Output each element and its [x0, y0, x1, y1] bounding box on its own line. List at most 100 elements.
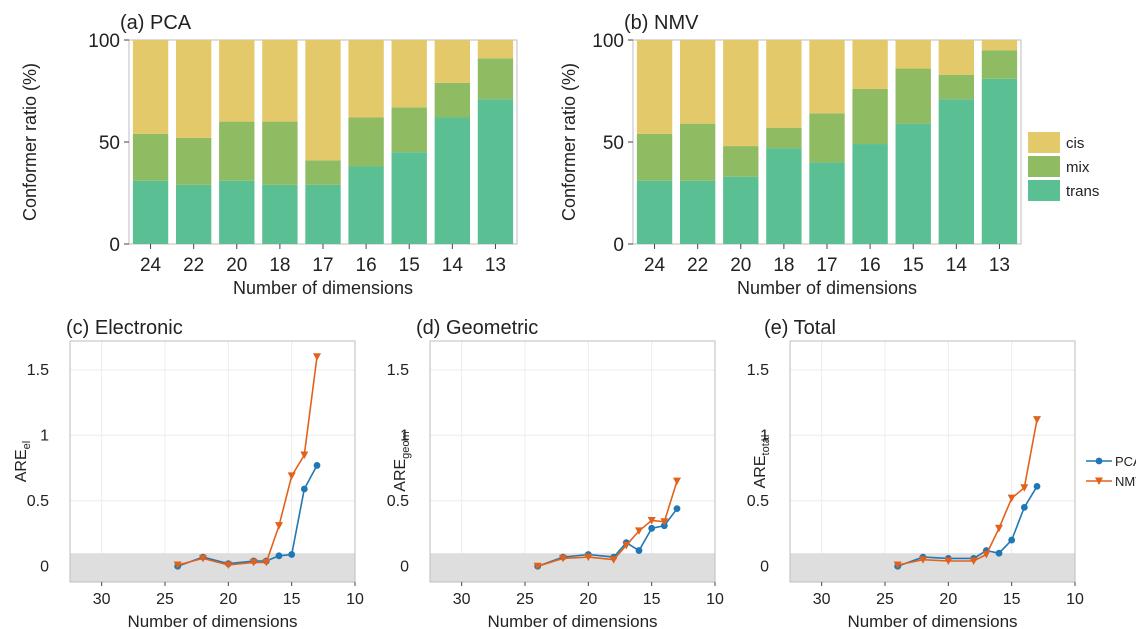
- bar-mix-18: [766, 127, 802, 149]
- bar-mix-15: [895, 68, 931, 124]
- x-tick-label: 10: [1066, 591, 1084, 608]
- point-NMV-14: [300, 451, 309, 459]
- x-tick-label: 10: [706, 591, 724, 608]
- point-PCA-14: [300, 485, 308, 493]
- point-NMV-24: [893, 561, 902, 569]
- bar-cis-13: [981, 40, 1018, 51]
- x-axis-label: Number of dimensions: [737, 278, 917, 298]
- x-tick-label: 20: [939, 591, 957, 608]
- x-tick-label: 20: [226, 255, 247, 276]
- bar-panel-b: (b) NMV 0 50 100 Conformer ratio (%) 24 22 20 18…: [559, 12, 1022, 298]
- point-NMV-20: [584, 553, 593, 562]
- x-tick-label: 30: [453, 591, 471, 608]
- legend-label-NMV: NMV: [1115, 474, 1136, 489]
- panel-title: (e) Total: [764, 317, 836, 339]
- x-tick-label: 15: [1003, 591, 1021, 608]
- x-tick-label: 15: [643, 591, 661, 608]
- bar-mix-14: [434, 82, 471, 118]
- plot-frame: [429, 340, 716, 583]
- x-axis-label: Number of dimensions: [127, 612, 297, 629]
- point-NMV-13: [673, 477, 681, 486]
- x-tick-label: 15: [399, 255, 420, 276]
- x-tick-label: 30: [93, 591, 111, 608]
- panel-title: (b) NMV: [624, 12, 699, 34]
- y-tick-label: 0.5: [387, 493, 409, 510]
- bar-mix-14: [938, 74, 975, 100]
- bar-trans-22: [175, 184, 212, 244]
- bar-mix-18: [262, 121, 298, 185]
- point-NMV-22: [559, 554, 567, 563]
- bar-trans-15: [895, 123, 931, 244]
- bar-cis-16: [852, 40, 888, 89]
- y-axis-label-base: ARE: [752, 455, 769, 488]
- y-tick-label: 0.5: [27, 493, 49, 510]
- point-PCA-13: [1033, 482, 1041, 490]
- bar-trans-13: [981, 78, 1018, 244]
- bar-mix-22: [679, 123, 716, 181]
- y-axis-label-base: ARE: [13, 449, 30, 482]
- legend-label-cis: cis: [1066, 135, 1084, 152]
- point-NMV-14: [1020, 484, 1029, 492]
- point-NMV-17: [622, 541, 631, 550]
- plot-frame: [69, 340, 356, 583]
- point-PCA-13: [313, 462, 321, 469]
- y-tick-label: 50: [603, 133, 624, 154]
- bar-trans-24: [636, 180, 673, 244]
- bar-cis-24: [132, 40, 169, 134]
- bar-cis-18: [766, 40, 802, 128]
- x-tick-label: 20: [219, 591, 237, 608]
- x-tick-label: 24: [140, 255, 162, 276]
- y-tick-label: 0.5: [747, 493, 769, 510]
- legend-label-PCA: PCA: [1115, 454, 1136, 469]
- x-tick-label: 17: [312, 255, 333, 276]
- bar-cis-15: [391, 40, 427, 108]
- y-tick-label: 1.5: [747, 362, 769, 379]
- bar-mix-16: [852, 88, 888, 145]
- bar-cis-20: [219, 40, 255, 122]
- bar-mix-16: [348, 117, 384, 167]
- x-axis-label: Number of dimensions: [487, 612, 657, 629]
- bar-trans-13: [477, 99, 514, 244]
- bar-mix-20: [219, 121, 255, 181]
- point-NMV-20: [224, 561, 233, 569]
- point-PCA-16: [635, 547, 643, 554]
- point-NMV-16: [995, 524, 1003, 533]
- x-tick-label: 25: [516, 591, 534, 608]
- x-tick-label: 16: [860, 255, 881, 276]
- legend-marker-PCA: [1095, 457, 1103, 465]
- point-NMV-13: [1033, 416, 1041, 424]
- legend-swatch-cis: [1028, 132, 1060, 153]
- x-tick-label: 14: [442, 255, 464, 276]
- plot-background: [430, 341, 715, 582]
- x-tick-label: 22: [183, 255, 204, 276]
- point-NMV-17: [262, 558, 271, 567]
- point-NMV-18: [969, 557, 978, 566]
- x-tick-label: 24: [644, 255, 666, 276]
- bar-trans-14: [938, 99, 975, 244]
- y-tick-label: 1.5: [387, 362, 409, 379]
- bar-trans-16: [852, 144, 888, 244]
- y-axis-label: AREtotal: [752, 435, 772, 489]
- y-tick-label: 1: [760, 427, 769, 444]
- x-tick-label: 13: [485, 255, 506, 276]
- bar-mix-13: [477, 58, 514, 100]
- y-axis-label-base: ARE: [392, 459, 409, 492]
- y-tick-label: 0: [109, 235, 120, 256]
- point-NMV-22: [199, 554, 207, 563]
- legend-conformer: cis mix trans: [1028, 132, 1099, 201]
- x-tick-label: 13: [989, 255, 1010, 276]
- point-NMV-24: [173, 561, 182, 569]
- bar-cis-18: [262, 40, 298, 122]
- bar-trans-24: [132, 180, 169, 244]
- x-tick-label: 30: [813, 591, 831, 608]
- bar-trans-16: [348, 166, 384, 244]
- line-panel-d: (d) Geometric 30 25 20 15 10 0 0.5 1 1.5 Number of…: [387, 317, 724, 629]
- point-PCA-14: [1020, 503, 1028, 511]
- x-tick-label: 25: [876, 591, 894, 608]
- point-NMV-15: [647, 516, 656, 525]
- point-NMV-13: [313, 353, 321, 361]
- y-tick-label: 100: [592, 31, 624, 52]
- point-NMV-17: [982, 550, 991, 559]
- legend-swatch-trans: [1028, 180, 1060, 201]
- bar-cis-14: [434, 40, 471, 83]
